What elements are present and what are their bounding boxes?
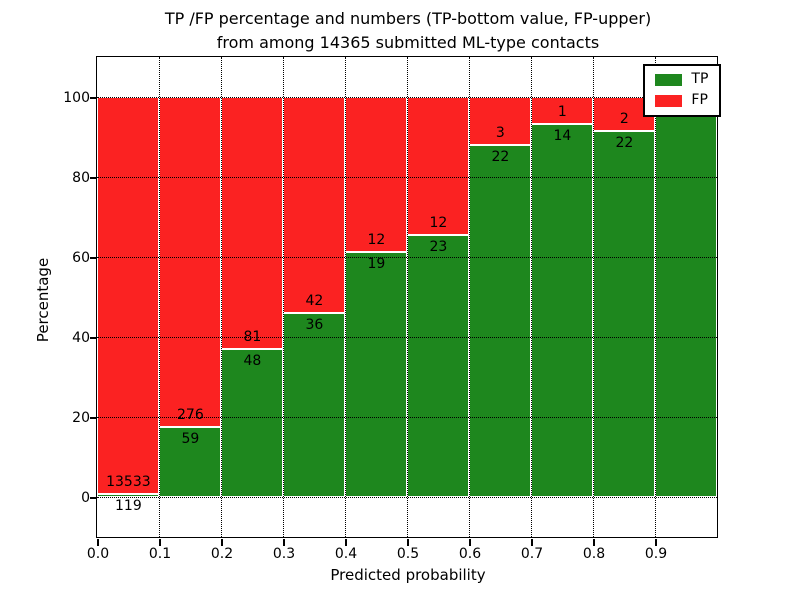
gridline-vertical-9 <box>654 57 656 538</box>
gridline-vertical-6 <box>468 57 470 538</box>
y-tick-label-100: 100 <box>63 90 90 106</box>
fp-count-label-4: 12 <box>367 232 386 249</box>
bar-tp-segment-4 <box>345 252 408 498</box>
x-tick-label-7: 0.7 <box>520 546 544 562</box>
x-tick-mark-3 <box>283 539 285 546</box>
x-tick-label-3: 0.3 <box>272 546 296 562</box>
fp-count-label-7: 1 <box>557 104 567 121</box>
y-tick-label-40: 40 <box>72 330 90 346</box>
gridline-vertical-2 <box>220 57 222 538</box>
plot-area: TP FP 13533 119 276 59 81 48 42 36 12 19 12 23 3 22 1 1… <box>96 56 722 539</box>
x-axis-label: Predicted probability <box>330 566 486 584</box>
bar-tp-segment-6 <box>469 145 532 498</box>
chart-title-line1: TP /FP percentage and numbers (TP-bottom… <box>164 9 652 28</box>
gridline-vertical-1 <box>158 57 160 538</box>
x-tick-mark-2 <box>221 539 223 546</box>
chart-title-line2: from among 14365 submitted ML-type conta… <box>216 33 600 52</box>
y-tick-mark-20 <box>90 417 97 419</box>
fp-count-label-8: 2 <box>619 110 629 127</box>
fp-count-label-5: 12 <box>429 214 448 231</box>
x-tick-mark-5 <box>407 539 409 546</box>
x-tick-label-0: 0.0 <box>86 546 110 562</box>
tp-color-swatch <box>655 73 683 86</box>
bar-fp-segment-1 <box>159 97 222 427</box>
y-tick-mark-60 <box>90 257 97 259</box>
x-tick-label-8: 0.8 <box>582 546 606 562</box>
bar-fp-segment-4 <box>345 97 408 253</box>
gridline-vertical-4 <box>344 57 346 538</box>
x-tick-label-5: 0.5 <box>396 546 420 562</box>
y-tick-mark-0 <box>90 497 97 499</box>
bar-tp-segment-7 <box>531 124 594 498</box>
bar-tp-segment-3 <box>283 312 346 498</box>
tp-count-label-0: 119 <box>115 497 142 514</box>
fp-count-label-1: 276 <box>177 406 204 423</box>
tp-count-label-6: 22 <box>491 149 510 166</box>
tp-count-label-7: 14 <box>553 128 572 145</box>
fp-color-swatch <box>655 94 683 107</box>
tp-count-label-1: 59 <box>181 430 200 447</box>
fp-count-label-2: 81 <box>243 328 262 345</box>
bar-fp-segment-2 <box>221 97 284 349</box>
x-tick-mark-7 <box>531 539 533 546</box>
bar-tp-segment-9 <box>655 97 718 498</box>
y-tick-label-60: 60 <box>72 250 90 266</box>
gridline-vertical-5 <box>406 57 408 538</box>
legend-label-fp: FP <box>691 92 708 109</box>
y-tick-mark-100 <box>90 97 97 99</box>
gridline-vertical-3 <box>282 57 284 538</box>
fp-count-label-6: 3 <box>495 125 505 142</box>
tp-count-label-5: 23 <box>429 238 448 255</box>
bar-tp-segment-2 <box>221 348 284 498</box>
bar-fp-segment-0 <box>97 97 160 494</box>
x-tick-mark-4 <box>345 539 347 546</box>
y-tick-label-0: 0 <box>81 490 90 506</box>
y-tick-mark-80 <box>90 177 97 179</box>
x-tick-label-6: 0.6 <box>458 546 482 562</box>
legend-item-tp: TP <box>655 72 708 87</box>
tp-count-label-4: 19 <box>367 256 386 273</box>
x-tick-label-4: 0.4 <box>334 546 358 562</box>
x-tick-mark-6 <box>469 539 471 546</box>
bar-tp-segment-8 <box>593 130 656 498</box>
fp-count-label-3: 42 <box>305 292 324 309</box>
y-tick-label-80: 80 <box>72 170 90 186</box>
tp-count-label-3: 36 <box>305 316 324 333</box>
y-tick-mark-40 <box>90 337 97 339</box>
gridline-vertical-8 <box>592 57 594 538</box>
y-tick-label-20: 20 <box>72 410 90 426</box>
x-tick-label-2: 0.2 <box>210 546 234 562</box>
fp-count-label-0: 13533 <box>106 473 151 490</box>
x-tick-mark-0 <box>97 539 99 546</box>
x-tick-mark-9 <box>655 539 657 546</box>
legend: TP FP <box>643 64 722 118</box>
gridline-vertical-7 <box>530 57 532 538</box>
x-tick-label-9: 0.9 <box>644 546 668 562</box>
x-tick-mark-1 <box>159 539 161 546</box>
bar-fp-segment-5 <box>407 97 470 235</box>
tp-count-label-8: 22 <box>615 134 634 151</box>
tp-count-label-2: 48 <box>243 352 262 369</box>
bar-tp-segment-5 <box>407 234 470 498</box>
chart-title: TP /FP percentage and numbers (TP-bottom… <box>98 7 718 55</box>
legend-item-fp: FP <box>655 93 708 108</box>
legend-label-tp: TP <box>691 71 709 88</box>
bar-fp-segment-3 <box>283 97 346 313</box>
x-tick-label-1: 0.1 <box>148 546 172 562</box>
x-tick-mark-8 <box>593 539 595 546</box>
